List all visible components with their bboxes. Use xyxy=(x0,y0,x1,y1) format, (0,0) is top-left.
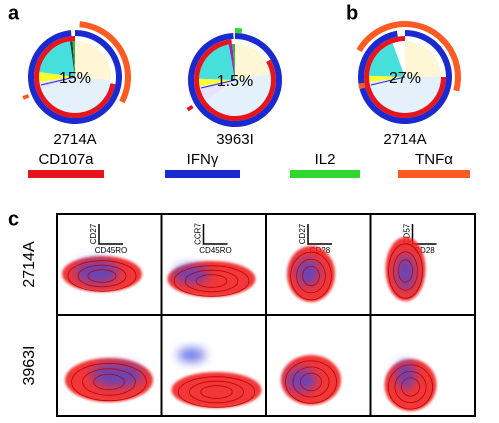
pie-slice xyxy=(75,41,111,81)
pie-slice xyxy=(232,44,235,80)
legend-swatch xyxy=(165,170,240,178)
axis-label: CD57 xyxy=(403,223,412,244)
pie-slice xyxy=(369,75,405,83)
axis-glyph xyxy=(202,224,228,245)
contour xyxy=(189,380,244,404)
contour xyxy=(87,269,117,283)
pie-ring xyxy=(405,21,462,92)
axis-label: CD27 xyxy=(89,223,98,244)
legend-label: IL2 xyxy=(315,151,336,168)
axis-label: CD45RO xyxy=(95,246,127,255)
contour xyxy=(195,274,228,288)
pie-percent: 15% xyxy=(59,70,91,87)
pie-spoke xyxy=(200,79,236,89)
legend-label: TNFα xyxy=(415,151,453,168)
legend: CD107a IFNγ IL2 TNFα xyxy=(28,151,470,178)
pie-ring xyxy=(356,21,405,52)
pie-slice xyxy=(72,41,75,77)
pie-ring xyxy=(186,105,194,112)
axis-glyph xyxy=(307,224,332,245)
pie-spoke xyxy=(40,76,76,86)
pie-slice xyxy=(199,44,235,80)
pie-ring xyxy=(235,28,243,34)
contour xyxy=(400,377,420,397)
pie-slice xyxy=(235,44,271,80)
panel-label: a xyxy=(8,2,20,24)
panel-label: b xyxy=(346,2,358,24)
pie-slice xyxy=(405,41,441,77)
legend-swatch xyxy=(398,170,470,178)
contour xyxy=(285,360,337,404)
legend-swatch xyxy=(290,170,360,178)
contour xyxy=(77,264,127,288)
axis-label: CD28 xyxy=(414,246,435,255)
contour xyxy=(184,269,239,293)
pie-percent: 1.5% xyxy=(217,73,253,90)
contour xyxy=(398,259,413,283)
density-core xyxy=(177,348,206,362)
contour xyxy=(388,243,423,299)
pie-slice xyxy=(369,43,405,77)
contour xyxy=(200,385,233,399)
contour xyxy=(93,373,125,391)
pie-spoke xyxy=(370,76,406,86)
pie-slice xyxy=(199,78,235,87)
contour xyxy=(393,251,418,291)
contour xyxy=(394,370,427,403)
contour xyxy=(67,260,137,292)
contour xyxy=(387,364,433,410)
density-core xyxy=(395,361,416,389)
pie-slice xyxy=(39,41,75,77)
legend-swatch xyxy=(28,170,104,178)
contour xyxy=(82,368,136,396)
axis-glyph xyxy=(411,224,437,245)
pie-label: 2714A xyxy=(53,131,96,148)
pie-slice xyxy=(205,73,271,116)
contour xyxy=(296,258,326,294)
contour xyxy=(177,376,256,408)
axis-label: CD45RO xyxy=(199,246,231,255)
axis-glyph xyxy=(98,224,123,245)
density-core xyxy=(296,258,320,286)
pie-ring xyxy=(79,21,131,104)
axis-label: CCR7 xyxy=(194,223,203,245)
row-label: 3963I xyxy=(21,345,38,385)
pie-slice xyxy=(39,77,75,90)
pie-charts: 15% 2714A 1.5% 3963I 27% 2714A xyxy=(22,21,462,148)
legend-label: IFNγ xyxy=(187,151,219,168)
flow-grid: 2714A3963ICD27CD45ROCCR7CD45ROCD27CD28CD… xyxy=(21,213,476,417)
pie-slice xyxy=(228,44,235,80)
pie-slice xyxy=(370,77,441,113)
pie-slice xyxy=(69,41,75,77)
pie-label: 2714A xyxy=(383,131,426,148)
axis-label: CD27 xyxy=(298,223,307,244)
contour xyxy=(173,265,250,297)
pie-percent: 27% xyxy=(389,70,421,87)
pie-slice xyxy=(392,41,405,77)
pie-slice xyxy=(39,71,75,83)
contour xyxy=(300,372,322,392)
contour xyxy=(71,362,147,402)
pie-slice xyxy=(199,80,235,101)
pie-label: 3963I xyxy=(216,131,254,148)
scatter-cloud xyxy=(171,372,262,408)
contour xyxy=(302,265,320,287)
pie-slice xyxy=(41,77,111,113)
contour xyxy=(292,366,330,398)
panel-label: c xyxy=(8,208,19,230)
legend-label: CD107a xyxy=(38,151,94,168)
contour xyxy=(290,251,332,301)
row-label: 2714A xyxy=(21,241,38,288)
pie-ring xyxy=(22,94,30,100)
density-core xyxy=(75,260,119,284)
pie-ring xyxy=(358,82,366,90)
